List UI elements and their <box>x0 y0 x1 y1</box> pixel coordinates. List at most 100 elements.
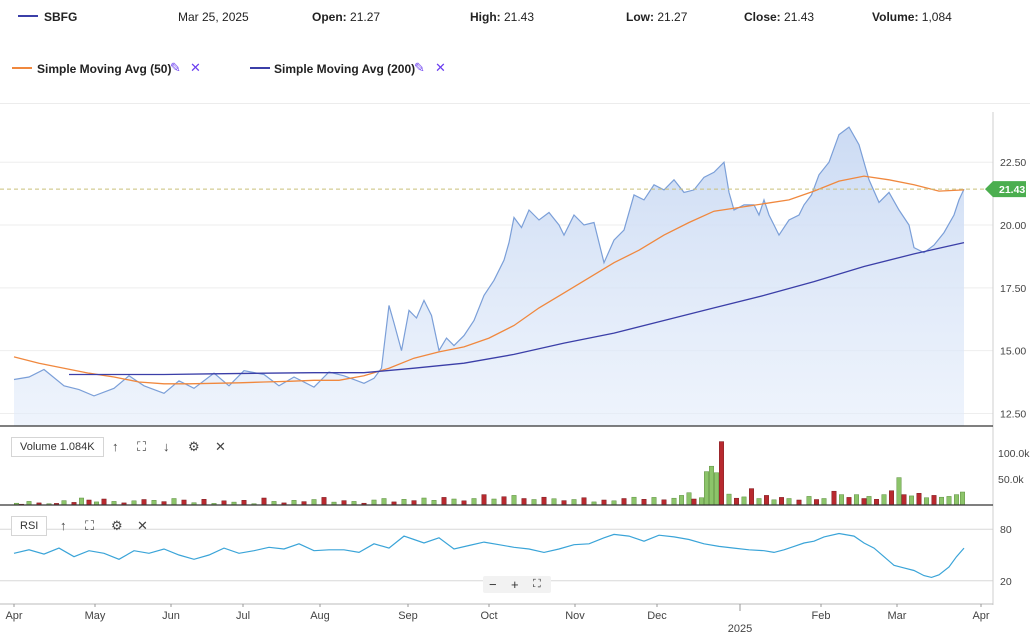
price-tick-label: 15.00 <box>1000 346 1026 358</box>
close-value: 21.43 <box>784 10 815 24</box>
volume-bar <box>451 498 457 506</box>
x-tick-label: Aug <box>310 610 330 622</box>
high-label: High: <box>470 10 501 24</box>
gear-icon[interactable]: ⚙ <box>111 518 123 533</box>
sma50-swatch <box>12 67 32 69</box>
volume-bar <box>671 497 677 506</box>
gear-icon[interactable]: ⚙ <box>188 439 200 454</box>
arrow-up-icon[interactable]: ↑ <box>112 439 119 454</box>
open-value: 21.27 <box>350 10 381 24</box>
volume-bar <box>854 494 859 506</box>
zoom-controls: − + ⛶ <box>483 576 551 593</box>
volume-bar <box>381 498 387 506</box>
sma200-swatch <box>250 67 270 69</box>
zoom-reset-button[interactable]: ⛶ <box>533 578 541 590</box>
volume-bar <box>541 496 547 506</box>
low-value: 21.27 <box>657 10 688 24</box>
zoom-out-button[interactable]: − <box>489 577 497 592</box>
volume-bar <box>726 493 732 506</box>
volume-bar <box>471 498 477 506</box>
zoom-in-button[interactable]: + <box>511 577 519 592</box>
volume-bar <box>151 500 157 506</box>
x-tick-label: Jul <box>236 610 250 622</box>
x-tick-label: Jun <box>162 610 180 622</box>
volume-bar <box>511 495 517 506</box>
volume-bar <box>946 496 952 506</box>
volume-bar <box>741 496 747 506</box>
volume-bar <box>704 471 709 506</box>
symbol-label: SBFG <box>44 10 78 24</box>
volume-bar <box>806 496 812 506</box>
price-tick-label: 22.50 <box>1000 157 1026 169</box>
volume-bar <box>954 494 959 506</box>
open-label: Open: <box>312 10 347 24</box>
volume-bar <box>651 497 657 506</box>
volume-bar <box>571 499 577 506</box>
close-icon[interactable]: ✕ <box>215 439 226 454</box>
volume-bar <box>401 499 407 506</box>
volume-bar <box>874 499 879 506</box>
close-icon[interactable]: ✕ <box>190 60 201 75</box>
volume-bar <box>901 494 907 506</box>
x-tick-label: May <box>85 610 106 622</box>
rsi-tick-label: 80 <box>1000 524 1012 536</box>
x-tick-label: Apr <box>5 610 22 622</box>
volume-bar <box>201 499 207 506</box>
volume-bar <box>831 490 837 506</box>
close-label: Close: <box>744 10 781 24</box>
volume-bar <box>846 497 852 506</box>
volume-bar <box>909 495 914 506</box>
volume-bar <box>181 499 187 506</box>
pencil-icon[interactable]: ✎ <box>414 60 425 75</box>
volume-bar <box>621 498 627 506</box>
volume-bar <box>601 499 607 506</box>
volume-bar <box>631 496 637 506</box>
volume-bar <box>311 499 317 506</box>
volume-bar <box>896 477 902 506</box>
volume-bar <box>531 499 537 506</box>
expand-icon[interactable]: ⛶ <box>85 518 95 533</box>
volume-pane-label[interactable]: Volume 1.084K <box>11 437 104 457</box>
x-tick-label: Nov <box>565 610 585 622</box>
sma200-line <box>69 241 965 376</box>
last-price-badge <box>985 181 1026 198</box>
volume-bar <box>866 496 872 506</box>
divider <box>0 103 1030 104</box>
volume-bar <box>719 441 724 506</box>
volume-bar <box>924 497 929 506</box>
volume-label: Volume: <box>872 10 919 24</box>
volume-bar <box>916 493 922 506</box>
pencil-icon[interactable]: ✎ <box>170 60 181 75</box>
volume-bar <box>371 499 377 506</box>
x-tick-label: Dec <box>647 610 667 622</box>
arrow-down-icon[interactable]: ↓ <box>163 439 170 454</box>
arrow-up-icon[interactable]: ↑ <box>60 518 67 533</box>
x-tick-label: Mar <box>888 610 907 622</box>
price-line <box>13 126 965 397</box>
x-tick-label: Sep <box>398 610 418 622</box>
date-label: Mar 25, 2025 <box>178 10 249 24</box>
price-tick-label: 12.50 <box>1000 408 1026 420</box>
volume-bar <box>931 495 937 506</box>
low-field: Low: 21.27 <box>626 10 687 24</box>
volume-bar <box>261 497 267 506</box>
volume-bar <box>889 490 894 506</box>
volume-value: 1,084 <box>921 10 952 24</box>
volume-bar <box>641 499 647 506</box>
rsi-tick-label: 20 <box>1000 576 1012 588</box>
close-icon[interactable]: ✕ <box>435 60 446 75</box>
open-field: Open: 21.27 <box>312 10 380 24</box>
volume-bar <box>321 497 327 506</box>
volume-bar <box>796 499 802 506</box>
volume-bar <box>491 498 497 506</box>
volume-bar <box>714 472 719 506</box>
volume-bar <box>551 498 557 506</box>
high-value: 21.43 <box>504 10 535 24</box>
volume-bar <box>521 498 527 506</box>
expand-icon[interactable]: ⛶ <box>137 439 147 454</box>
volume-bar <box>839 494 844 506</box>
close-icon[interactable]: ✕ <box>137 518 148 533</box>
rsi-pane-label[interactable]: RSI <box>11 516 48 536</box>
volume-bar <box>341 500 347 506</box>
